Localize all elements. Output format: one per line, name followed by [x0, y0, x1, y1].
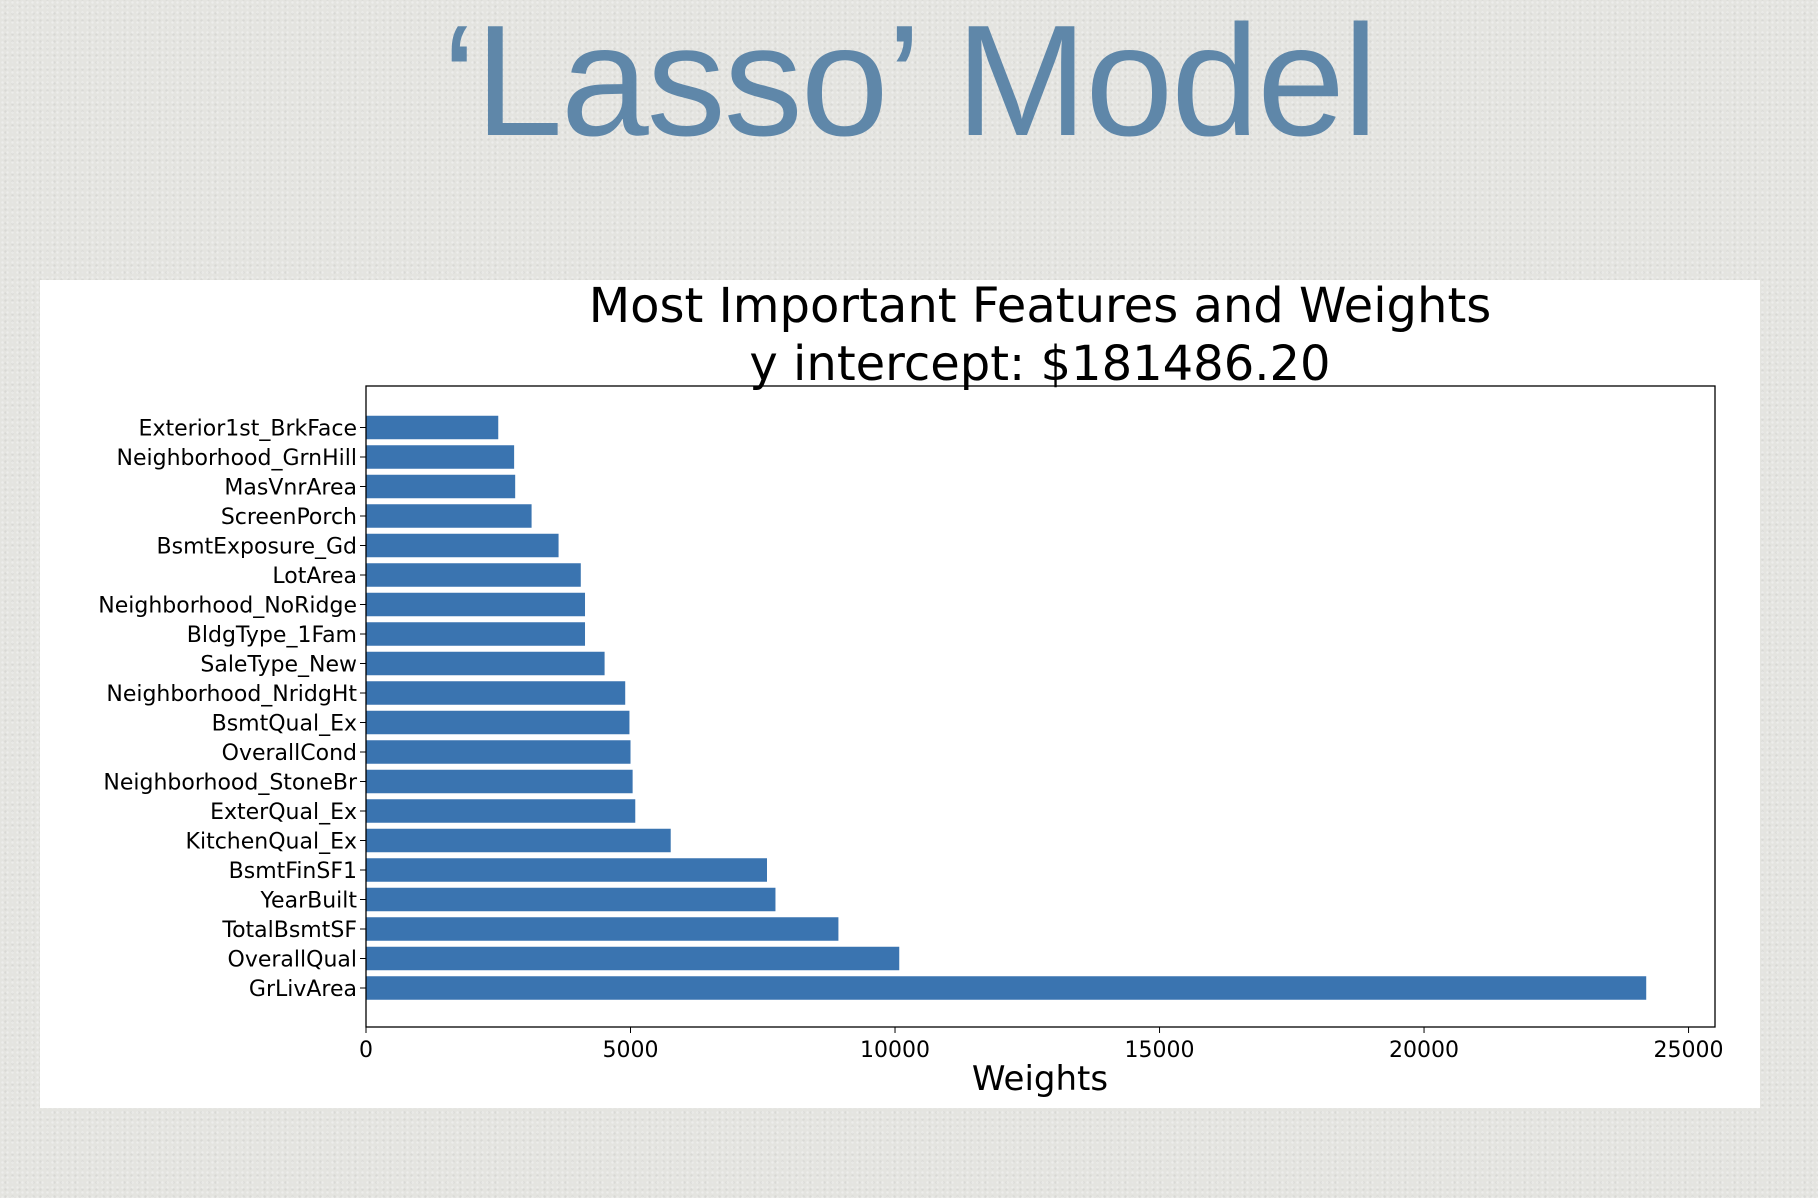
- category-label: ExterQual_Ex: [210, 800, 357, 825]
- bar-ExterQual_Ex: [366, 799, 636, 823]
- category-label: Neighborhood_NoRidge: [98, 594, 357, 619]
- category-label: BsmtExposure_Gd: [157, 535, 357, 560]
- category-label: Neighborhood_GrnHill: [117, 446, 357, 471]
- x-tick-label: 0: [359, 1038, 373, 1063]
- bar-ScreenPorch: [366, 504, 532, 528]
- bar-Neighborhood_NridgHt: [366, 681, 626, 705]
- bar-Exterior1st_BrkFace: [366, 415, 499, 440]
- category-label: LotArea: [272, 564, 357, 589]
- bar-LotArea: [366, 563, 581, 587]
- bar-GrLivArea: [366, 976, 1647, 1000]
- x-axis-ticks: 0 5000 10000 15000 20000 25000: [359, 1027, 1724, 1063]
- bar-BldgType_1Fam: [366, 622, 586, 646]
- category-label: GrLivArea: [249, 977, 357, 1002]
- category-label: TotalBsmtSF: [221, 918, 357, 943]
- x-tick-label: 5000: [603, 1038, 659, 1063]
- bar-TotalBsmtSF: [366, 917, 839, 941]
- bar-YearBuilt: [366, 887, 776, 912]
- bar-BsmtQual_Ex: [366, 710, 630, 735]
- category-label: BsmtQual_Ex: [212, 712, 357, 737]
- bar-Neighborhood_GrnHill: [366, 445, 515, 469]
- chart-subtitle: y intercept: $181486.20: [749, 336, 1330, 392]
- x-tick-label: 15000: [1125, 1038, 1195, 1063]
- category-label: KitchenQual_Ex: [186, 830, 357, 855]
- bar-Neighborhood_NoRidge: [366, 592, 586, 617]
- chart-title: Most Important Features and Weights: [589, 280, 1492, 334]
- category-labels: Exterior1st_BrkFace Neighborhood_GrnHill M…: [98, 417, 366, 1002]
- bars-group: [366, 415, 1647, 1000]
- bar-OverallQual: [366, 946, 900, 971]
- category-label: BldgType_1Fam: [187, 623, 357, 648]
- category-label: OverallQual: [228, 948, 357, 973]
- chart-panel: Most Important Features and Weights y in…: [40, 280, 1760, 1108]
- bar-BsmtExposure_Gd: [366, 533, 559, 558]
- category-label: BsmtFinSF1: [229, 859, 357, 884]
- bar-Neighborhood_StoneBr: [366, 769, 633, 794]
- plot-frame: [365, 385, 1716, 1028]
- category-label: YearBuilt: [260, 889, 358, 914]
- category-label: Neighborhood_NridgHt: [106, 682, 357, 707]
- bar-MasVnrArea: [366, 474, 516, 499]
- x-tick-label: 25000: [1654, 1038, 1724, 1063]
- x-tick-label: 20000: [1389, 1038, 1459, 1063]
- bar-chart: Most Important Features and Weights y in…: [98, 280, 1724, 1099]
- category-label: Exterior1st_BrkFace: [139, 417, 357, 442]
- category-label: SaleType_New: [200, 653, 357, 678]
- bar-SaleType_New: [366, 651, 605, 676]
- x-axis-label: Weights: [972, 1059, 1108, 1099]
- category-label: ScreenPorch: [221, 505, 357, 530]
- slide-title: ‘Lasso’ Model: [441, 0, 1378, 169]
- bar-OverallCond: [366, 740, 631, 764]
- bar-KitchenQual_Ex: [366, 828, 671, 853]
- bar-BsmtFinSF1: [366, 858, 767, 882]
- category-label: MasVnrArea: [224, 476, 357, 501]
- category-label: OverallCond: [222, 741, 357, 766]
- x-tick-label: 10000: [860, 1038, 930, 1063]
- category-label: Neighborhood_StoneBr: [103, 771, 358, 796]
